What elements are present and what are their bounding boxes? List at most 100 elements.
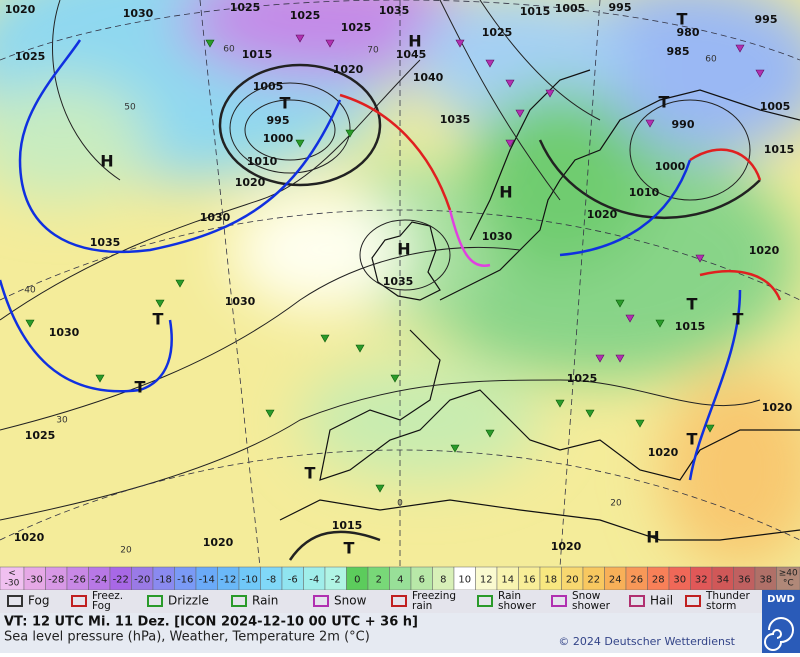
scale-label: -18	[156, 575, 172, 586]
isobar-label: 1035	[383, 275, 414, 288]
scale-label: 28	[652, 575, 665, 586]
graticule-label: 0	[397, 499, 403, 509]
legend-label: shower	[572, 600, 611, 612]
scale-label: -4	[309, 575, 319, 586]
isobar-label: 1025	[567, 372, 598, 385]
temperature-scale: <-30-30-28-26-24-22-20-18-16-14-12-10-8-…	[0, 567, 800, 590]
scale-label: 16	[523, 575, 536, 586]
copyright: © 2024 Deutscher Wetterdienst	[558, 635, 735, 648]
scale-label: 30	[673, 575, 686, 586]
isobar-label: 1005	[253, 80, 284, 93]
graticule-label: 20	[120, 546, 132, 556]
pressure-center: T	[135, 378, 146, 397]
isobar-label: 1030	[123, 7, 154, 20]
isobar-label: 1035	[379, 4, 410, 17]
scale-label: 6	[419, 575, 425, 586]
isobar-label: 1015	[332, 519, 363, 532]
scale-label: -6	[288, 575, 298, 586]
scale-label: 24	[609, 575, 622, 586]
scale-label-high: °C	[783, 579, 794, 589]
isobar-label: 1010	[247, 155, 278, 168]
isobar-label: 1000	[263, 132, 294, 145]
isobar-label: 1035	[90, 236, 121, 249]
scale-label: 12	[480, 575, 493, 586]
isobar-label: 1030	[225, 295, 256, 308]
graticule-label: 40	[24, 286, 36, 296]
scale-label: 34	[716, 575, 729, 586]
isobar-label: 1020	[235, 176, 266, 189]
isobar-label: 995	[755, 13, 778, 26]
scale-label: -10	[242, 575, 258, 586]
isobar-label: 1005	[555, 2, 586, 15]
scale-label: -26	[70, 575, 86, 586]
valid-time: VT: 12 UTC Mi. 11 Dez. [ICON 2024-12-10 …	[4, 615, 418, 630]
pressure-center: H	[499, 183, 512, 202]
scale-label: -12	[220, 575, 236, 586]
isobar-label: 1040	[413, 71, 444, 84]
isobar-label: 1020	[762, 401, 793, 414]
isobar-label: 1015	[520, 5, 551, 18]
graticule-label: 30	[56, 416, 68, 426]
scale-label: 10	[458, 575, 471, 586]
isobar-label: 1010	[629, 186, 660, 199]
scale-label: 2	[376, 575, 382, 586]
scale-label: 8	[440, 575, 446, 586]
mild-area	[300, 360, 540, 480]
isobar-label: 1020	[749, 244, 780, 257]
isobar-label: 1030	[49, 326, 80, 339]
scale-label: 0	[354, 575, 360, 586]
scale-label: -16	[177, 575, 193, 586]
graticule-label: 70	[367, 46, 379, 56]
isobar-label: 990	[672, 118, 695, 131]
isobar-label: 995	[609, 1, 632, 14]
scale-label: 18	[544, 575, 557, 586]
isobar-label: 1025	[341, 21, 372, 34]
isobar-label: 1035	[440, 113, 471, 126]
pressure-center: T	[344, 539, 355, 558]
isobar-label: 1025	[15, 50, 46, 63]
legend-label: Snow	[334, 594, 367, 608]
isobar-label: 1030	[200, 211, 231, 224]
isobar-label: 1020	[5, 3, 36, 16]
pressure-center: T	[687, 295, 698, 314]
graticule-label: 20	[610, 499, 622, 509]
scale-label: -30	[27, 575, 43, 586]
dwd-logo-text: DWD	[767, 594, 795, 605]
legend-label: Fog	[92, 600, 111, 612]
isobar-label: 1020	[551, 540, 582, 553]
pressure-center: T	[733, 310, 744, 329]
scale-label: 22	[587, 575, 600, 586]
graticule-label: 60	[705, 55, 717, 65]
pressure-center: T	[153, 310, 164, 329]
pressure-center: T	[687, 430, 698, 449]
scale-label: -8	[266, 575, 276, 586]
scale-label: 4	[397, 575, 403, 586]
isobar-label: 1020	[648, 446, 679, 459]
scale-label: -24	[91, 575, 107, 586]
legend-label: Fog	[28, 594, 49, 608]
isobar-label: 995	[267, 114, 290, 127]
legend-label: storm	[706, 600, 736, 612]
isobar-label: 1020	[587, 208, 618, 221]
pressure-center: T	[677, 10, 688, 29]
isobar-label: 1030	[482, 230, 513, 243]
pressure-center: H	[397, 240, 410, 259]
pressure-center: H	[100, 152, 113, 171]
scale-label-low: -30	[5, 579, 20, 589]
isobar-label: 1015	[675, 320, 706, 333]
scale-label-low: <	[8, 569, 16, 579]
legend-label: Hail	[650, 594, 673, 608]
isobar-label: 1000	[655, 160, 686, 173]
scale-label: 26	[630, 575, 643, 586]
scale-label: -22	[113, 575, 129, 586]
pressure-center: H	[646, 528, 659, 547]
pressure-center: T	[659, 93, 670, 112]
pressure-center: H	[408, 32, 421, 51]
scale-label: 20	[566, 575, 579, 586]
scale-label: -2	[331, 575, 341, 586]
scale-label: -14	[199, 575, 215, 586]
pressure-center: T	[280, 94, 291, 113]
scale-label: 32	[695, 575, 708, 586]
legend-label: Rain	[252, 594, 278, 608]
